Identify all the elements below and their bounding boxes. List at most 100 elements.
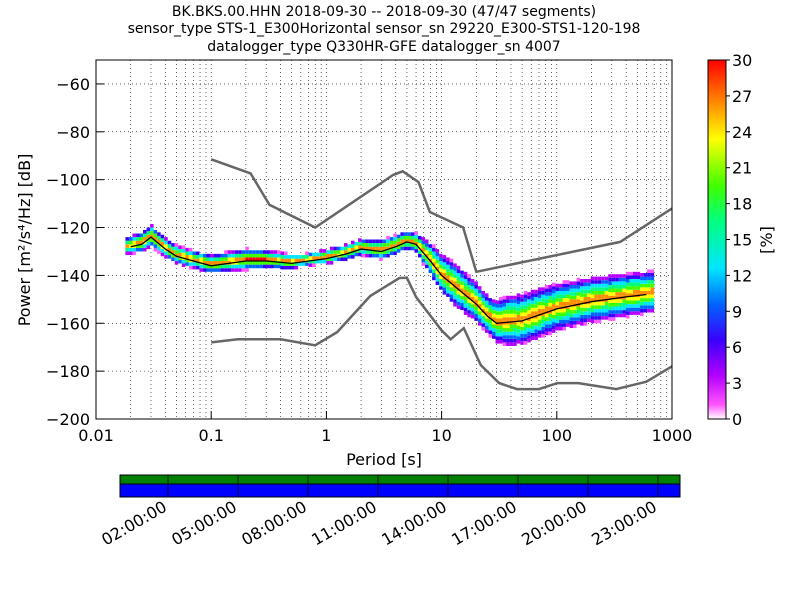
density-cell — [566, 294, 570, 299]
density-cell — [604, 312, 609, 317]
density-cell — [453, 270, 457, 275]
density-cell — [506, 335, 510, 339]
density-cell — [164, 244, 168, 248]
density-cell — [597, 305, 602, 309]
density-cell — [594, 305, 598, 309]
density-cell — [633, 300, 637, 305]
density-cell — [576, 295, 581, 300]
density-cell — [361, 243, 366, 247]
density-cell — [597, 301, 602, 306]
density-cell — [615, 310, 619, 314]
density-cell — [513, 320, 517, 325]
density-cell — [213, 268, 218, 272]
density-cell — [188, 251, 193, 256]
density-cell — [132, 233, 136, 238]
density-cell — [488, 305, 493, 309]
density-cell — [474, 299, 478, 303]
density-cell — [534, 332, 538, 337]
density-cell — [456, 294, 461, 299]
density-cell — [449, 298, 454, 302]
density-cell — [608, 295, 612, 300]
density-cell — [513, 313, 517, 318]
density-cell — [262, 264, 267, 269]
density-cell — [322, 249, 327, 253]
density-cell — [562, 319, 567, 324]
density-cell — [425, 239, 429, 244]
density-cell — [400, 235, 404, 240]
density-cell — [220, 257, 225, 262]
density-cell — [252, 257, 256, 262]
density-cell — [132, 251, 136, 256]
density-cell — [611, 281, 616, 285]
density-cell — [435, 277, 440, 282]
density-cell — [361, 239, 366, 244]
density-cell — [534, 336, 538, 341]
density-cell — [456, 276, 461, 281]
density-cell — [597, 276, 602, 281]
density-cell — [153, 240, 158, 245]
density-cell — [601, 308, 605, 313]
density-cell — [625, 307, 630, 312]
density-cell — [484, 322, 489, 326]
density-cell — [534, 311, 538, 315]
density-cell — [280, 255, 285, 259]
density-cell — [319, 252, 323, 257]
density-cell — [477, 322, 482, 326]
density-cell — [622, 277, 626, 282]
density-cell — [460, 281, 464, 285]
density-cell — [340, 253, 344, 258]
density-cell — [417, 243, 422, 247]
density-cell — [238, 264, 242, 269]
density-cell — [576, 288, 581, 293]
density-cell — [375, 239, 380, 244]
y-tick-label: −160 — [46, 314, 90, 333]
density-cell — [234, 264, 239, 269]
density-cell — [499, 307, 503, 312]
density-cell — [467, 277, 471, 282]
density-cell — [513, 302, 517, 307]
density-cell — [527, 331, 531, 336]
density-cell — [425, 257, 429, 262]
density-cell — [629, 289, 634, 294]
density-cell — [611, 302, 616, 307]
nlnm-curve — [211, 276, 673, 391]
density-cell — [523, 330, 528, 335]
density-cell — [502, 335, 507, 339]
density-cell — [150, 227, 154, 232]
density-cell — [516, 300, 521, 305]
density-cell — [463, 300, 468, 305]
density-cell — [502, 299, 507, 303]
density-cell — [157, 250, 161, 254]
density-cell — [224, 268, 228, 272]
density-cell — [347, 244, 352, 248]
density-cell — [379, 253, 383, 258]
density-cell — [125, 240, 129, 245]
density-cell — [636, 282, 641, 287]
density-cell — [171, 253, 175, 258]
density-cell — [618, 306, 623, 311]
density-cell — [647, 273, 651, 277]
density-cell — [495, 307, 500, 312]
density-cell — [566, 323, 570, 327]
density-cell — [164, 240, 168, 245]
title-line-3: datalogger_type Q330HR-GFE datalogger_sn… — [207, 39, 560, 55]
density-cell — [537, 323, 542, 327]
density-cell — [442, 262, 447, 266]
density-cell — [135, 233, 140, 238]
density-cell — [551, 322, 556, 326]
density-cell — [492, 302, 496, 307]
density-cell — [608, 288, 612, 293]
density-cell — [622, 306, 626, 311]
density-cell — [284, 265, 288, 270]
density-cell — [650, 301, 655, 306]
density-cell — [650, 283, 655, 288]
y-axis-label: Power [m²/s⁴/Hz] [dB] — [15, 154, 34, 327]
density-cell — [625, 314, 630, 319]
density-cell — [597, 308, 602, 313]
density-cell — [199, 253, 203, 258]
density-cell — [566, 290, 570, 295]
density-cell — [269, 250, 274, 254]
density-cell — [488, 330, 493, 335]
density-cell — [135, 237, 140, 241]
density-cell — [499, 296, 503, 301]
